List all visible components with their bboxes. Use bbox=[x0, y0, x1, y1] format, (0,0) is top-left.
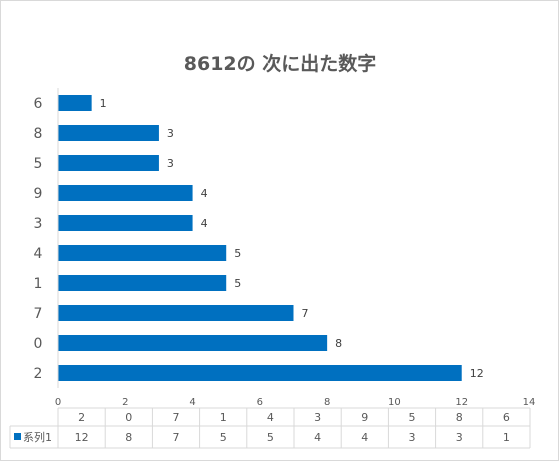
table-header-cell: 6 bbox=[503, 411, 510, 424]
data-label: 3 bbox=[167, 127, 174, 140]
category-label: 2 bbox=[34, 366, 43, 382]
plot-area: 2 120 87 71 54 53 49 45 38 36 10 2 4 6 8 10 12 14 bbox=[34, 88, 536, 408]
bar-4 bbox=[58, 245, 227, 261]
bar-3 bbox=[58, 215, 193, 231]
category-label: 7 bbox=[34, 306, 43, 322]
table-value-cell: 8 bbox=[125, 431, 132, 444]
bar-0 bbox=[58, 335, 328, 351]
category-label: 4 bbox=[34, 246, 43, 262]
table-value-cell: 3 bbox=[456, 431, 463, 444]
table-header-cell: 1 bbox=[220, 411, 227, 424]
table-value-cell: 5 bbox=[220, 431, 227, 444]
x-tick-label: 0 bbox=[55, 397, 61, 408]
table-header-cell: 8 bbox=[456, 411, 463, 424]
data-label: 4 bbox=[201, 187, 208, 200]
x-tick-label: 8 bbox=[324, 397, 330, 408]
category-label: 6 bbox=[34, 96, 43, 112]
table-value-cell: 4 bbox=[361, 431, 368, 444]
table-header-cell: 3 bbox=[314, 411, 321, 424]
bar-6 bbox=[58, 95, 92, 111]
bar-5 bbox=[58, 155, 159, 171]
category-label: 9 bbox=[34, 186, 43, 202]
data-table: 2 12 0 8 7 7 1 5 4 5 3 4 9 4 5 3 8 3 6 1 系列1 bbox=[9, 407, 531, 449]
table-value-cell: 12 bbox=[75, 431, 89, 444]
bar-2 bbox=[58, 365, 462, 381]
chart-title: 8612の 次に出た数字 bbox=[184, 52, 377, 75]
category-label: 3 bbox=[34, 216, 43, 232]
data-label: 4 bbox=[201, 217, 208, 230]
data-label: 5 bbox=[234, 247, 241, 260]
table-value-cell: 3 bbox=[409, 431, 416, 444]
category-label: 5 bbox=[34, 156, 43, 172]
table-value-cell: 1 bbox=[503, 431, 510, 444]
table-header-cell: 7 bbox=[173, 411, 180, 424]
x-tick-label: 4 bbox=[189, 397, 195, 408]
x-tick-label: 14 bbox=[523, 397, 536, 408]
x-tick-label: 2 bbox=[122, 397, 128, 408]
data-label: 5 bbox=[234, 277, 241, 290]
table-value-cell: 4 bbox=[314, 431, 321, 444]
legend-series-name: 系列1 bbox=[23, 430, 52, 444]
table-value-cell: 5 bbox=[267, 431, 274, 444]
table-header-cell: 9 bbox=[361, 411, 368, 424]
data-label: 8 bbox=[335, 337, 342, 350]
bar-8 bbox=[58, 125, 159, 141]
data-label: 3 bbox=[167, 157, 174, 170]
data-label: 12 bbox=[470, 367, 484, 380]
x-tick-label: 6 bbox=[257, 397, 263, 408]
bar-1 bbox=[58, 275, 227, 291]
category-label: 8 bbox=[34, 126, 43, 142]
data-label: 1 bbox=[100, 97, 107, 110]
table-header-cell: 2 bbox=[78, 411, 85, 424]
table-value-cell: 7 bbox=[173, 431, 180, 444]
x-tick-label: 10 bbox=[388, 397, 401, 408]
category-label: 1 bbox=[34, 276, 43, 292]
table-header-cell: 0 bbox=[125, 411, 132, 424]
category-label: 0 bbox=[34, 336, 43, 352]
legend-key-swatch bbox=[14, 433, 21, 440]
table-header-cell: 5 bbox=[409, 411, 416, 424]
bar-7 bbox=[58, 305, 294, 321]
data-label: 7 bbox=[302, 307, 309, 320]
table-header-cell: 4 bbox=[267, 411, 274, 424]
bar-9 bbox=[58, 185, 193, 201]
x-tick-label: 12 bbox=[455, 397, 468, 408]
